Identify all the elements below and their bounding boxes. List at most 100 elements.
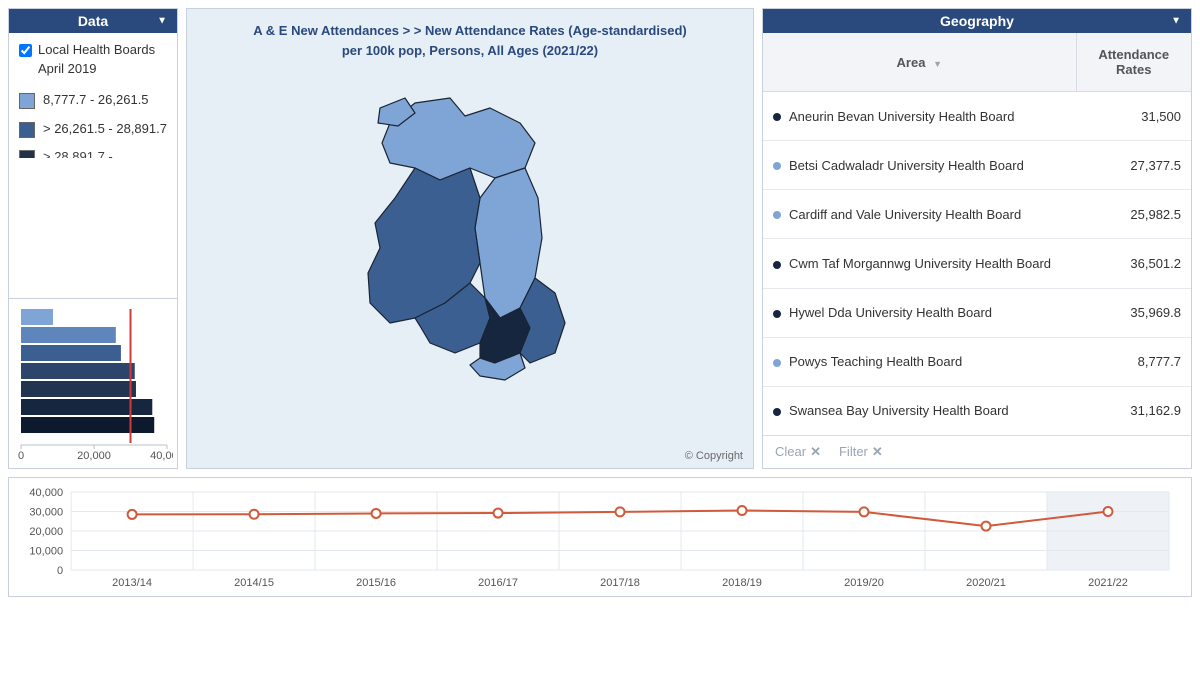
timeline-xtick-label: 2020/21 (966, 577, 1006, 589)
data-panel: Data ▼ Local Health Boards April 2019 8,… (8, 8, 178, 469)
table-row[interactable]: Cwm Taf Morgannwg University Health Boar… (763, 239, 1191, 288)
legend-item[interactable]: > 28,891.7 - (19, 148, 167, 158)
row-dot-icon (773, 408, 781, 416)
legend-label: > 28,891.7 - (43, 148, 113, 158)
row-dot-icon (773, 261, 781, 269)
row-area-label: Swansea Bay University Health Board (789, 403, 1009, 418)
sort-desc-icon: ▼ (933, 59, 942, 69)
timeline-xtick-label: 2019/20 (844, 577, 884, 589)
timeline-xtick-label: 2021/22 (1088, 577, 1128, 589)
timeline-panel: 0 10,000 20,000 30,000 40,000 2013/14 2014/15 2… (8, 477, 1192, 597)
hist-bar (21, 345, 121, 361)
row-value: 35,969.8 (1076, 288, 1191, 337)
geography-table: Area ▼ Attendance Rates Aneurin Bevan Un… (763, 33, 1191, 435)
row-area-label: Betsi Cadwaladr University Health Board (789, 158, 1024, 173)
map-area[interactable] (187, 68, 753, 468)
mini-histogram: 0 20,000 40,000 (9, 298, 177, 468)
timeline-ytick-label: 10,000 (29, 546, 63, 558)
row-dot-icon (773, 310, 781, 318)
hist-bar (21, 309, 53, 325)
row-value: 8,777.7 (1076, 337, 1191, 386)
timeline-xtick-label: 2016/17 (478, 577, 518, 589)
hist-bar (21, 363, 135, 379)
legend: 8,777.7 - 26,261.5 > 26,261.5 - 28,891.7 >… (19, 91, 167, 159)
hist-bar (21, 417, 154, 433)
data-panel-title: Data (78, 13, 108, 29)
close-icon: ✕ (872, 444, 883, 459)
row-area-label: Hywel Dda University Health Board (789, 305, 992, 320)
table-row[interactable]: Powys Teaching Health Board 8,777.7 (763, 337, 1191, 386)
timeline-xtick-label: 2018/19 (722, 577, 762, 589)
timeline-xtick-label: 2014/15 (234, 577, 274, 589)
timeline-marker[interactable] (494, 509, 503, 518)
timeline-marker[interactable] (250, 510, 259, 519)
col-rates-label: Attendance Rates (1098, 47, 1169, 77)
row-area-label: Aneurin Bevan University Health Board (789, 109, 1014, 124)
timeline-ytick-label: 30,000 (29, 507, 63, 519)
geography-panel: Geography ▼ Area ▼ Attendance Rates Aneu… (762, 8, 1192, 469)
table-row[interactable]: Swansea Bay University Health Board 31,16… (763, 386, 1191, 435)
geography-footer: Clear✕ Filter✕ (763, 435, 1191, 468)
row-value: 25,982.5 (1076, 190, 1191, 239)
hist-xtick-label: 40,000 (150, 450, 173, 462)
col-area-header[interactable]: Area ▼ (763, 33, 1076, 92)
timeline-marker[interactable] (128, 510, 137, 519)
row-dot-icon (773, 359, 781, 367)
hist-bar (21, 381, 136, 397)
copyright-label: © Copyright (685, 450, 743, 462)
data-panel-header[interactable]: Data ▼ (9, 9, 177, 33)
timeline-ytick-label: 0 (57, 565, 63, 577)
timeline-xtick-label: 2017/18 (600, 577, 640, 589)
hist-bar (21, 327, 116, 343)
row-value: 36,501.2 (1076, 239, 1191, 288)
legend-swatch (19, 93, 35, 109)
timeline-xtick-label: 2013/14 (112, 577, 152, 589)
close-icon: ✕ (810, 444, 821, 459)
hist-xtick-label: 0 (18, 450, 24, 462)
timeline-marker[interactable] (981, 522, 990, 531)
col-area-label: Area (897, 55, 926, 70)
row-area-label: Cardiff and Vale University Health Board (789, 207, 1021, 222)
table-row[interactable]: Cardiff and Vale University Health Board… (763, 190, 1191, 239)
legend-swatch (19, 122, 35, 138)
map-title: A & E New Attendances > > New Attendance… (187, 9, 753, 68)
row-value: 31,162.9 (1076, 386, 1191, 435)
hist-bar (21, 399, 152, 415)
timeline-marker[interactable] (859, 507, 868, 516)
chevron-down-icon: ▼ (157, 16, 167, 27)
table-row[interactable]: Hywel Dda University Health Board 35,969.… (763, 288, 1191, 337)
hist-xtick-label: 20,000 (77, 450, 111, 462)
layer-checkbox-row[interactable]: Local Health Boards April 2019 (19, 41, 167, 79)
layer-checkbox[interactable] (19, 44, 32, 57)
row-value: 27,377.5 (1076, 141, 1191, 190)
map-panel: A & E New Attendances > > New Attendance… (186, 8, 754, 469)
clear-button[interactable]: Clear✕ (775, 444, 821, 460)
row-dot-icon (773, 211, 781, 219)
map-title-line1: A & E New Attendances > > New Attendance… (203, 21, 737, 41)
timeline-marker[interactable] (1103, 507, 1112, 516)
timeline-ytick-label: 20,000 (29, 526, 63, 538)
chevron-down-icon: ▼ (1171, 16, 1181, 27)
timeline-marker[interactable] (372, 509, 381, 518)
geography-panel-title: Geography (940, 13, 1014, 29)
row-area-label: Powys Teaching Health Board (789, 354, 962, 369)
legend-item[interactable]: > 26,261.5 - 28,891.7 (19, 120, 167, 139)
map-title-line2: per 100k pop, Persons, All Ages (2021/22… (203, 41, 737, 61)
row-dot-icon (773, 113, 781, 121)
table-row[interactable]: Betsi Cadwaladr University Health Board 2… (763, 141, 1191, 190)
filter-button[interactable]: Filter✕ (839, 444, 883, 460)
row-value: 31,500 (1076, 92, 1191, 141)
legend-label: 8,777.7 - 26,261.5 (43, 91, 149, 110)
timeline-marker[interactable] (738, 506, 747, 515)
col-rates-header[interactable]: Attendance Rates (1076, 33, 1191, 92)
timeline-marker[interactable] (616, 507, 625, 516)
table-row[interactable]: Aneurin Bevan University Health Board 31,… (763, 92, 1191, 141)
timeline-xtick-label: 2015/16 (356, 577, 396, 589)
row-area-label: Cwm Taf Morgannwg University Health Boar… (789, 256, 1051, 271)
timeline-ytick-label: 40,000 (29, 487, 63, 499)
row-dot-icon (773, 162, 781, 170)
layer-checkbox-label: Local Health Boards April 2019 (38, 41, 167, 79)
legend-item[interactable]: 8,777.7 - 26,261.5 (19, 91, 167, 110)
legend-label: > 26,261.5 - 28,891.7 (43, 120, 167, 139)
geography-panel-header[interactable]: Geography ▼ (763, 9, 1191, 33)
